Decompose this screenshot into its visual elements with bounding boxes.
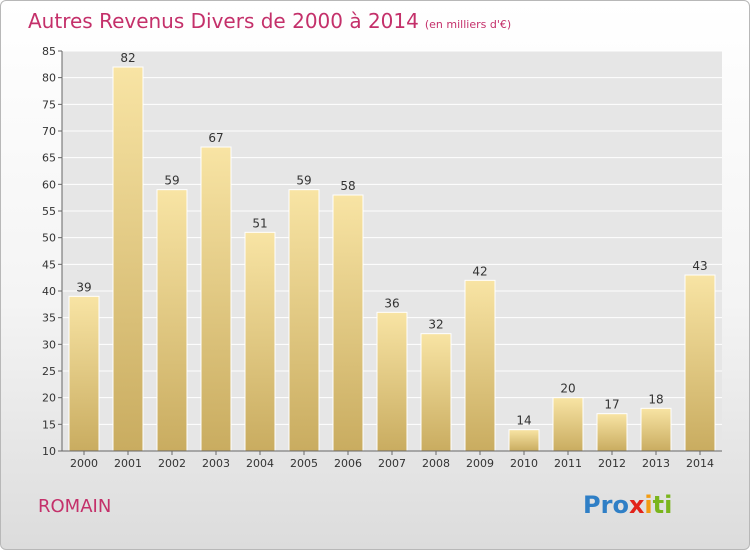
logo-letter: t	[652, 491, 665, 519]
bar	[68, 295, 100, 452]
bar	[332, 194, 364, 452]
x-tick-label: 2013	[642, 457, 670, 470]
place-name: ROMAIN	[38, 496, 112, 517]
x-tick-label: 2007	[378, 457, 406, 470]
bar	[464, 279, 496, 452]
data-label: 58	[340, 179, 355, 193]
data-label: 32	[428, 318, 443, 332]
data-labels: 39 82 59 67 51 59 58 36 32 42 14 20 17 18 43	[76, 51, 707, 428]
bar	[156, 189, 188, 452]
data-label: 51	[252, 216, 267, 230]
x-axis: 2000 2001 2002 2003 2004 2005 2006 2007 2008 2009…	[62, 450, 722, 470]
x-tick-label: 2005	[290, 457, 318, 470]
chart-title: Autres Revenus Divers de 2000 à 2014 (en …	[28, 9, 511, 33]
proxiti-logo: Proxiti	[583, 491, 672, 519]
logo-letter: o	[612, 491, 629, 519]
x-tick-label: 2000	[70, 457, 98, 470]
bar	[376, 311, 408, 452]
logo-letter: P	[583, 491, 601, 519]
chart-title-main: Autres Revenus Divers de 2000 à 2014	[28, 9, 419, 33]
y-tick-label: 50	[42, 232, 56, 245]
x-tick-label: 2010	[510, 457, 538, 470]
bar	[596, 413, 628, 452]
x-tick-label: 2014	[686, 457, 714, 470]
y-tick-label: 45	[42, 258, 56, 271]
x-tick-label: 2002	[158, 457, 186, 470]
y-tick-label: 75	[42, 98, 56, 111]
data-label: 39	[76, 280, 91, 294]
data-label: 36	[384, 296, 399, 310]
y-tick-label: 20	[42, 392, 56, 405]
x-tick-label: 2006	[334, 457, 362, 470]
data-label: 82	[120, 51, 135, 65]
y-tick-label: 65	[42, 152, 56, 165]
data-label: 17	[604, 398, 619, 412]
data-label: 43	[692, 259, 707, 273]
x-tick-label: 2003	[202, 457, 230, 470]
bar	[244, 231, 276, 452]
bars	[68, 66, 716, 452]
y-tick-label: 70	[42, 125, 56, 138]
bar	[420, 333, 452, 452]
y-axis: 10 15 20 25 30 35 40 45 50 55 60 65 70 75 80 85	[42, 45, 63, 458]
logo-letter: i	[664, 491, 673, 519]
y-tick-label: 25	[42, 365, 56, 378]
data-label: 42	[472, 264, 487, 278]
bar	[552, 397, 584, 452]
y-tick-label: 30	[42, 338, 56, 351]
bar	[112, 66, 144, 452]
logo-letter: x	[628, 491, 645, 519]
x-tick-label: 2011	[554, 457, 582, 470]
data-label: 14	[516, 414, 531, 428]
bar	[200, 146, 232, 452]
y-tick-label: 10	[42, 445, 56, 458]
y-tick-label: 60	[42, 178, 56, 191]
chart-title-unit: (en milliers d'€)	[424, 18, 512, 31]
y-tick-label: 80	[42, 72, 56, 85]
bar	[684, 274, 716, 452]
data-label: 67	[208, 131, 223, 145]
x-tick-label: 2012	[598, 457, 626, 470]
y-tick-label: 35	[42, 312, 56, 325]
y-tick-label: 55	[42, 205, 56, 218]
y-tick-label: 40	[42, 285, 56, 298]
bar	[508, 429, 540, 452]
logo-letter: r	[600, 491, 613, 519]
x-tick-label: 2001	[114, 457, 142, 470]
data-label: 59	[296, 174, 311, 188]
y-tick-label: 85	[42, 45, 56, 58]
data-label: 18	[648, 392, 663, 406]
data-label: 59	[164, 174, 179, 188]
bar	[640, 407, 672, 452]
data-label: 20	[560, 382, 575, 396]
x-tick-label: 2008	[422, 457, 450, 470]
logo-letter: i	[644, 491, 653, 519]
x-tick-label: 2009	[466, 457, 494, 470]
x-tick-label: 2004	[246, 457, 274, 470]
bar	[288, 189, 320, 452]
y-tick-label: 15	[42, 418, 56, 431]
